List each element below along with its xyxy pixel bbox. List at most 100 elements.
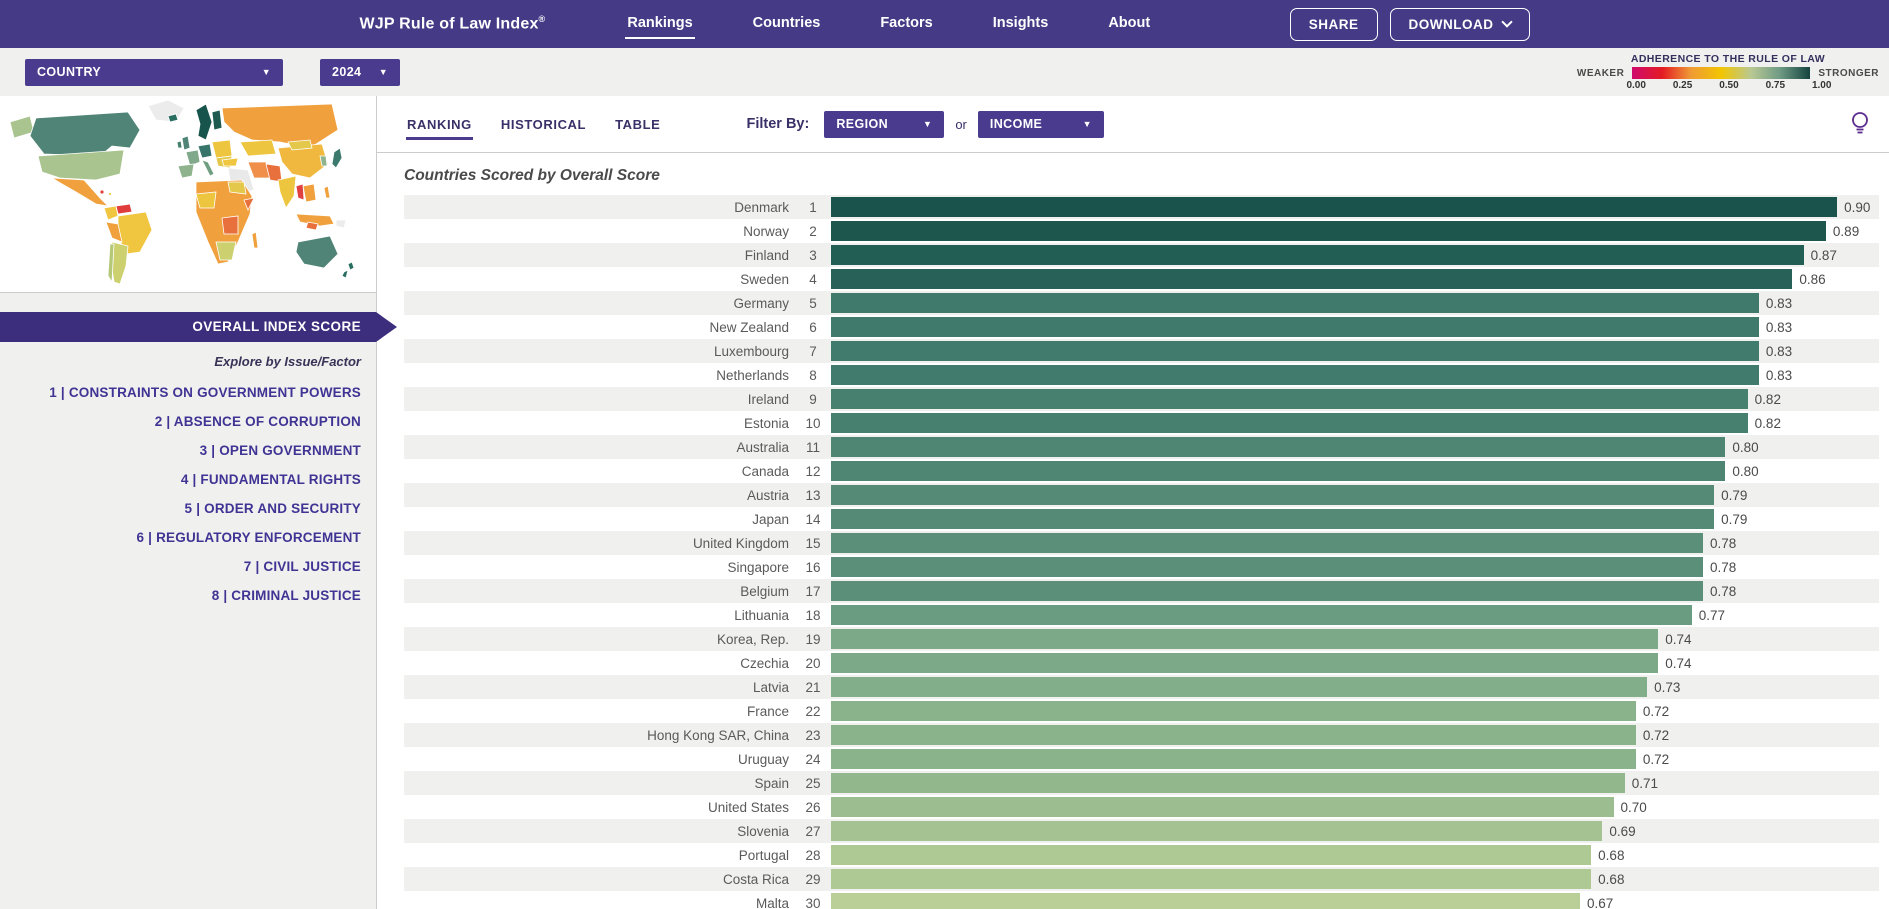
score-bar[interactable] xyxy=(831,701,1636,721)
bar-track: 0.80 xyxy=(831,459,1879,483)
chart-row[interactable]: Costa Rica 29 0.68 xyxy=(404,867,1879,891)
chart-row[interactable]: Norway 2 0.89 xyxy=(404,219,1879,243)
tab-historical[interactable]: HISTORICAL xyxy=(500,116,587,132)
rank-label: 8 xyxy=(809,367,817,383)
chart-row[interactable]: Lithuania 18 0.77 xyxy=(404,603,1879,627)
year-dropdown[interactable]: 2024 ▼ xyxy=(320,58,400,86)
score-bar[interactable] xyxy=(831,437,1726,457)
bar-track: 0.89 xyxy=(831,219,1879,243)
chart-row[interactable]: Denmark 1 0.90 xyxy=(404,195,1879,219)
chart-row[interactable]: Germany 5 0.83 xyxy=(404,291,1879,315)
chart-row[interactable]: France 22 0.72 xyxy=(404,699,1879,723)
score-bar[interactable] xyxy=(831,461,1726,481)
tab-table[interactable]: TABLE xyxy=(615,116,661,132)
score-bar[interactable] xyxy=(831,365,1759,385)
score-bar[interactable] xyxy=(831,605,1692,625)
score-bar[interactable] xyxy=(831,413,1748,433)
share-button[interactable]: SHARE xyxy=(1289,7,1378,41)
chart-row[interactable]: Slovenia 27 0.69 xyxy=(404,819,1879,843)
chart-row[interactable]: Sweden 4 0.86 xyxy=(404,267,1879,291)
score-bar[interactable] xyxy=(831,725,1636,745)
chart-row[interactable]: Korea, Rep. 19 0.74 xyxy=(404,627,1879,651)
chart-row[interactable]: Finland 3 0.87 xyxy=(404,243,1879,267)
chart-row[interactable]: United States 26 0.70 xyxy=(404,795,1879,819)
rankings-chart: Countries Scored by Overall Score Denmar… xyxy=(377,153,1889,909)
score-bar[interactable] xyxy=(831,845,1592,865)
score-bar[interactable] xyxy=(831,341,1759,361)
chart-row[interactable]: Canada 12 0.80 xyxy=(404,459,1879,483)
factor-link-civil-justice[interactable]: 7 | CIVIL JUSTICE xyxy=(243,559,361,574)
factor-link-open-government[interactable]: 3 | OPEN GOVERNMENT xyxy=(199,443,361,458)
factor-link-fundamental-rights[interactable]: 4 | FUNDAMENTAL RIGHTS xyxy=(180,472,361,487)
chart-row[interactable]: Spain 25 0.71 xyxy=(404,771,1879,795)
nav-link-insights[interactable]: Insights xyxy=(992,15,1049,31)
chart-row[interactable]: Ireland 9 0.82 xyxy=(404,387,1879,411)
score-bar[interactable] xyxy=(831,293,1759,313)
chart-row[interactable]: Malta 30 0.67 xyxy=(404,891,1879,909)
chart-row[interactable]: Hong Kong SAR, China 23 0.72 xyxy=(404,723,1879,747)
score-bar[interactable] xyxy=(831,485,1715,505)
chart-row[interactable]: Japan 14 0.79 xyxy=(404,507,1879,531)
registered-mark: ® xyxy=(538,14,546,25)
nav-link-rankings[interactable]: Rankings xyxy=(625,9,695,39)
nav-link-countries[interactable]: Countries xyxy=(752,15,821,31)
score-bar[interactable] xyxy=(831,869,1592,889)
chart-title: Countries Scored by Overall Score xyxy=(404,167,660,184)
world-map-image[interactable] xyxy=(0,96,376,293)
score-bar[interactable] xyxy=(831,893,1580,909)
bar-track: 0.79 xyxy=(831,507,1879,531)
chart-row[interactable]: Uruguay 24 0.72 xyxy=(404,747,1879,771)
chart-row[interactable]: Australia 11 0.80 xyxy=(404,435,1879,459)
chart-row[interactable]: Netherlands 8 0.83 xyxy=(404,363,1879,387)
score-bar[interactable] xyxy=(831,653,1659,673)
score-bar[interactable] xyxy=(831,245,1804,265)
chart-row[interactable]: Luxembourg 7 0.83 xyxy=(404,339,1879,363)
chart-row[interactable]: Latvia 21 0.73 xyxy=(404,675,1879,699)
score-bar[interactable] xyxy=(831,581,1703,601)
world-map[interactable] xyxy=(0,96,376,293)
score-bar[interactable] xyxy=(831,629,1659,649)
nav-link-about[interactable]: About xyxy=(1108,15,1151,31)
chart-row[interactable]: New Zealand 6 0.83 xyxy=(404,315,1879,339)
country-label: Czechia xyxy=(740,655,789,671)
score-value: 0.77 xyxy=(1698,607,1726,623)
chevron-down-icon xyxy=(1500,16,1513,28)
chart-row[interactable]: Belgium 17 0.78 xyxy=(404,579,1879,603)
nav-link-factors[interactable]: Factors xyxy=(880,15,933,31)
chart-row[interactable]: United Kingdom 15 0.78 xyxy=(404,531,1879,555)
chart-row[interactable]: Austria 13 0.79 xyxy=(404,483,1879,507)
factor-link-order-and-security[interactable]: 5 | ORDER AND SECURITY xyxy=(184,501,361,516)
overall-index-score-banner[interactable]: OVERALL INDEX SCORE xyxy=(0,312,397,342)
country-label: Netherlands xyxy=(716,367,789,383)
score-bar[interactable] xyxy=(831,389,1748,409)
year-dropdown-label: 2024 xyxy=(332,65,362,79)
factor-link-criminal-justice[interactable]: 8 | CRIMINAL JUSTICE xyxy=(211,588,361,603)
country-dropdown[interactable]: COUNTRY ▼ xyxy=(25,58,283,86)
score-bar[interactable] xyxy=(831,221,1826,241)
region-dropdown[interactable]: REGION ▼ xyxy=(824,110,945,138)
chart-row[interactable]: Czechia 20 0.74 xyxy=(404,651,1879,675)
score-bar[interactable] xyxy=(831,317,1759,337)
chart-row[interactable]: Estonia 10 0.82 xyxy=(404,411,1879,435)
income-dropdown[interactable]: INCOME ▼ xyxy=(977,110,1104,138)
score-bar[interactable] xyxy=(831,749,1636,769)
score-bar[interactable] xyxy=(831,677,1648,697)
score-bar[interactable] xyxy=(831,269,1793,289)
score-bar[interactable] xyxy=(831,509,1715,529)
country-label: Korea, Rep. xyxy=(716,631,789,647)
download-button[interactable]: DOWNLOAD xyxy=(1389,7,1530,41)
chart-row[interactable]: Singapore 16 0.78 xyxy=(404,555,1879,579)
tab-ranking[interactable]: RANKING xyxy=(406,109,473,140)
score-bar[interactable] xyxy=(831,557,1703,577)
score-bar[interactable] xyxy=(831,533,1703,553)
factor-link-constraints-on-government-powers[interactable]: 1 | CONSTRAINTS ON GOVERNMENT POWERS xyxy=(49,385,361,400)
country-label: United Kingdom xyxy=(692,535,789,551)
score-bar[interactable] xyxy=(831,197,1838,217)
score-bar[interactable] xyxy=(831,773,1625,793)
score-bar[interactable] xyxy=(831,821,1603,841)
insights-lightbulb-icon[interactable] xyxy=(1849,110,1871,138)
score-bar[interactable] xyxy=(831,797,1614,817)
factor-link-absence-of-corruption[interactable]: 2 | ABSENCE OF CORRUPTION xyxy=(154,414,361,429)
chart-row[interactable]: Portugal 28 0.68 xyxy=(404,843,1879,867)
factor-link-regulatory-enforcement[interactable]: 6 | REGULATORY ENFORCEMENT xyxy=(136,530,361,545)
